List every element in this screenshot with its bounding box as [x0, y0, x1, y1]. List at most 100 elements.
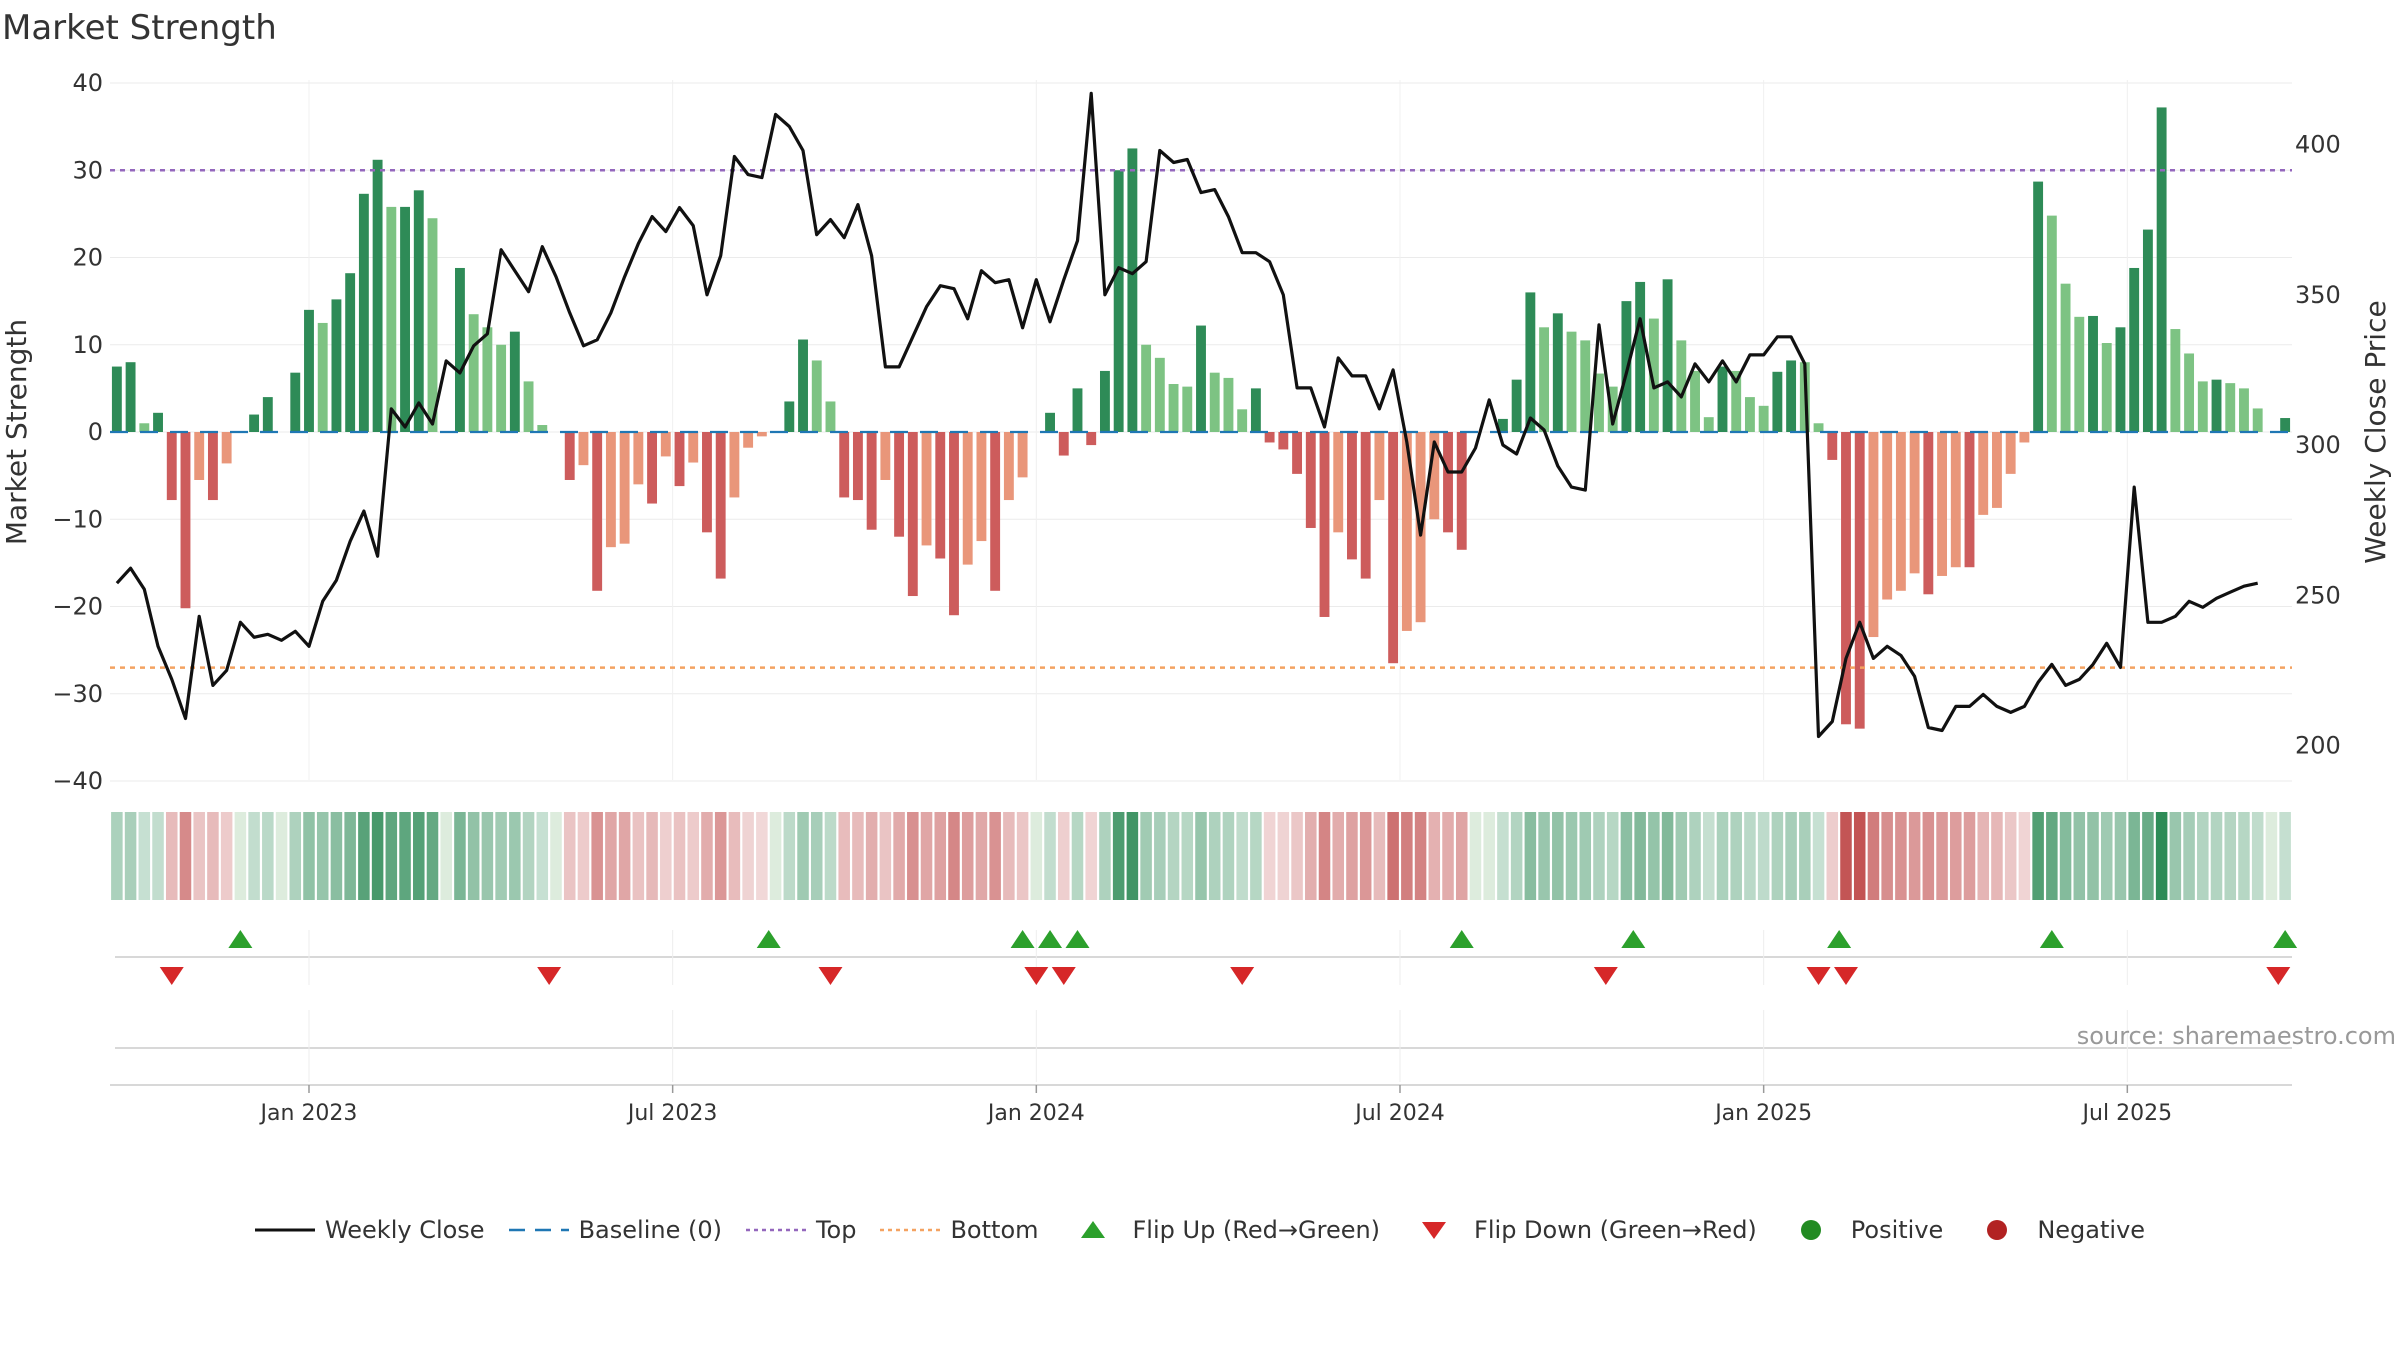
legend-swatch [745, 1228, 806, 1232]
strength-bar [139, 423, 150, 432]
heat-band-cell [2279, 812, 2291, 900]
strength-bar [1580, 340, 1591, 432]
strength-bar [1154, 357, 1165, 432]
strength-bar [811, 360, 822, 432]
heat-band-cell [563, 812, 576, 900]
strength-bar [2225, 383, 2236, 432]
heat-band-cell [1236, 812, 1248, 900]
flip-up-marker [1065, 930, 1090, 948]
strength-bar [1250, 388, 1261, 432]
y-right-axis-title: Weekly Close Price [2359, 300, 2392, 563]
heat-band-cell [1277, 812, 1290, 900]
heat-band-cell [632, 812, 645, 900]
strength-bar [166, 432, 177, 501]
y-right-tick-label: 200 [2295, 732, 2341, 760]
heat-band-cell [1510, 812, 1523, 900]
heat-band-cell [1208, 812, 1221, 900]
heat-band-cell [687, 812, 700, 900]
flip-up-marker [1827, 930, 1852, 948]
strength-bar [976, 432, 987, 542]
heat-band-cell [783, 812, 796, 900]
strength-bar [880, 432, 891, 480]
heat-band-cell [330, 812, 343, 900]
legend-label: Positive [1850, 1216, 1944, 1244]
strength-bar [249, 414, 260, 432]
heat-band-cell [495, 812, 507, 900]
y-right-tick-label: 300 [2295, 431, 2341, 459]
strength-bar [702, 432, 712, 533]
strength-bar [1717, 366, 1728, 432]
strength-bar [784, 401, 795, 432]
strength-bar [1099, 370, 1110, 432]
heat-band-cell [1497, 812, 1509, 900]
y-right-tick-label: 350 [2295, 281, 2341, 309]
heat-band-cell [618, 812, 631, 900]
heat-band-cell [1730, 812, 1742, 900]
heat-band-cell [1428, 812, 1441, 900]
flip-down-marker [1806, 967, 1831, 985]
strength-bar [2239, 388, 2249, 432]
strength-bar [2060, 283, 2071, 432]
heat-band-cell [1154, 812, 1166, 900]
strength-bar [1127, 148, 1138, 432]
flip-up-marker [756, 930, 781, 948]
strength-bar [2074, 316, 2085, 432]
heat-band-cell [1950, 812, 1962, 900]
heat-band-cell [1222, 812, 1235, 900]
heat-band-cell [810, 812, 823, 900]
strength-bar [1017, 432, 1028, 478]
strength-bar [496, 344, 507, 432]
heat-band-cell [1538, 812, 1550, 900]
heat-band-cell [1785, 812, 1797, 900]
heat-band-cell [481, 812, 494, 900]
strength-bar [1305, 432, 1316, 528]
heat-band-cell [1579, 812, 1592, 900]
strength-bar [1690, 370, 1700, 432]
strength-bar [1388, 432, 1399, 664]
heat-band-cell [1524, 812, 1537, 900]
heat-band-cell [769, 812, 782, 900]
strength-bar [262, 397, 273, 432]
x-tick-label: Jan 2023 [259, 1101, 358, 1126]
strength-bar [1937, 432, 1947, 576]
heat-band-cell [673, 812, 686, 900]
strength-bar [660, 432, 671, 457]
strength-bar [1292, 432, 1303, 474]
heat-band-cell [920, 812, 933, 900]
heat-band-cell [1291, 812, 1303, 900]
strength-bar [1045, 412, 1055, 432]
strength-bar [1374, 432, 1385, 501]
strength-bar [468, 314, 479, 432]
strength-bar [1964, 432, 1975, 568]
heat-band-cell [248, 812, 260, 900]
strength-bar [798, 339, 808, 432]
heat-band-cell [2128, 812, 2140, 900]
heat-band-cell [303, 812, 315, 900]
strength-bar [1552, 313, 1563, 432]
strength-bar [2184, 353, 2195, 432]
strength-bar [1744, 397, 1755, 432]
heat-band-cell [1812, 812, 1825, 900]
heat-band-cell [1401, 812, 1413, 900]
heat-band-cell [509, 812, 521, 900]
heat-band-cell [1016, 812, 1029, 900]
strength-bar [1882, 432, 1893, 600]
strength-bar [304, 309, 314, 432]
heat-band-cell [1702, 812, 1715, 900]
strength-bar [1196, 325, 1206, 432]
heat-band-cell [2169, 812, 2182, 900]
strength-bar [949, 432, 959, 616]
heat-band-cell [1346, 812, 1358, 900]
flip-down-marker [159, 967, 184, 985]
heat-band-cell [660, 812, 672, 900]
heat-band-cell [2004, 812, 2017, 900]
heat-band-cell [536, 812, 549, 900]
strength-bar [1827, 432, 1838, 460]
strength-bar [1072, 388, 1083, 432]
strength-bar [1566, 331, 1577, 432]
strength-bar [1978, 432, 1989, 515]
strength-bar [1635, 281, 1646, 432]
strength-bar [839, 432, 850, 498]
strength-bar [509, 331, 520, 432]
